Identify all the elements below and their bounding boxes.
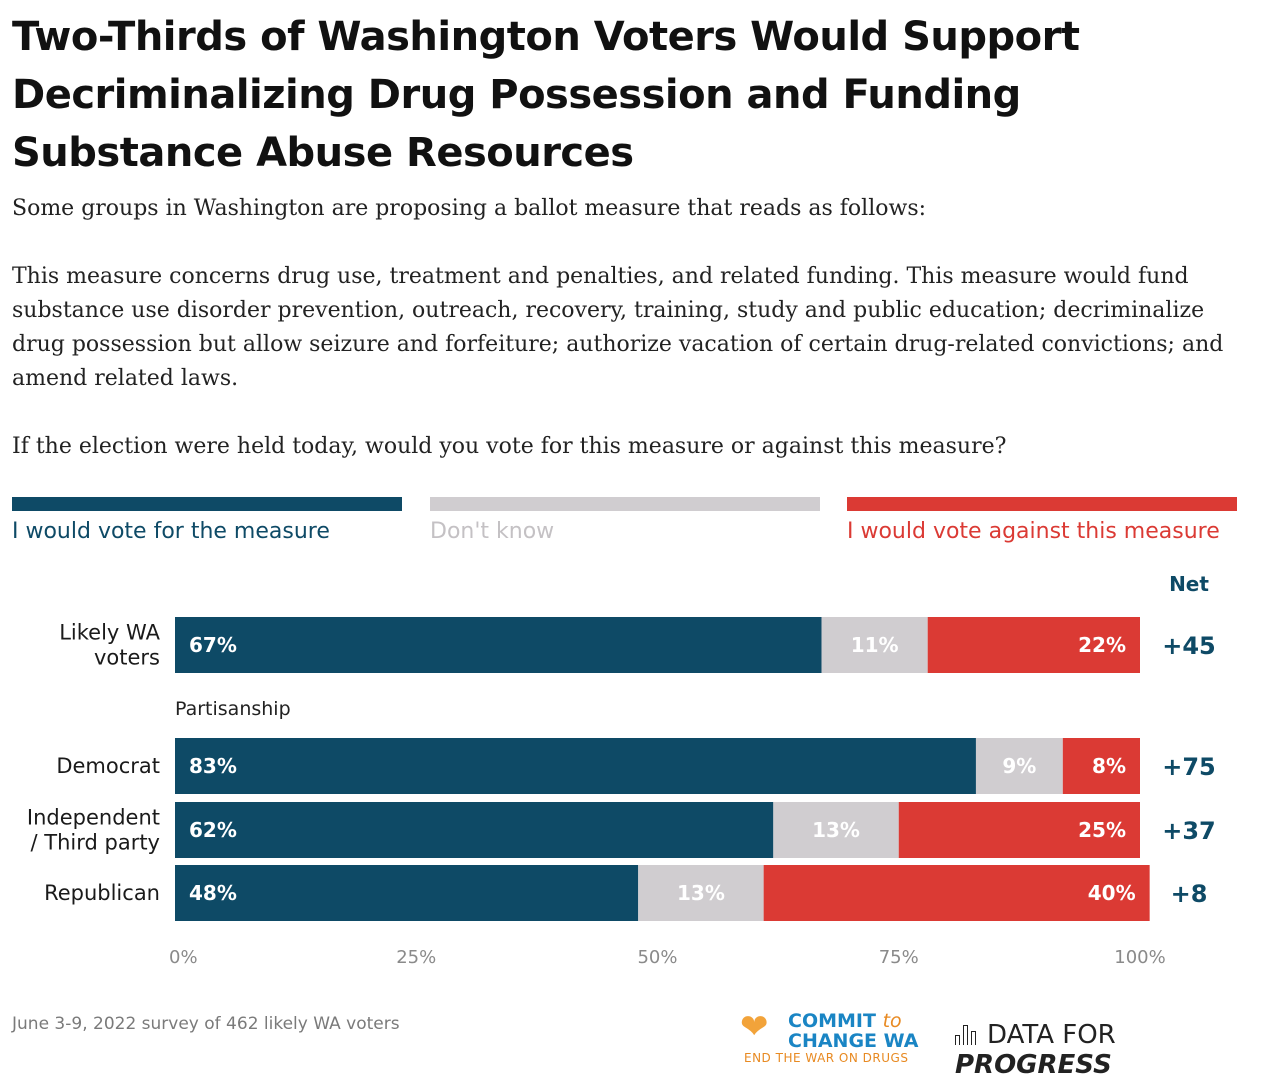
bar-for-row-3 xyxy=(175,865,639,921)
legend-swatch-against xyxy=(847,497,1237,511)
subtitle-question: If the election were held today, would y… xyxy=(12,434,1007,459)
data-label-for-row-1: 83% xyxy=(189,754,237,778)
legend-item-for: I would vote for the measure xyxy=(12,497,402,544)
net-value-row-0: +45 xyxy=(1162,632,1216,660)
data-label-dont-know-row-3: 13% xyxy=(677,881,725,905)
bar-for-row-0 xyxy=(175,617,822,673)
section-label-partisanship: Partisanship xyxy=(175,698,291,720)
net-column-header: Net xyxy=(1169,572,1209,596)
data-label-against-row-1: 8% xyxy=(1092,754,1126,778)
subtitle-intro: Some groups in Washington are proposing … xyxy=(12,196,927,221)
legend-label-for: I would vote for the measure xyxy=(12,519,330,544)
bar-against-row-2 xyxy=(898,802,1140,858)
legend-swatch-dont-know xyxy=(430,497,820,511)
data-label-for-row-0: 67% xyxy=(189,633,237,657)
data-label-dont-know-row-2: 13% xyxy=(812,818,860,842)
bar-against-row-0 xyxy=(927,617,1140,673)
net-value-row-1: +75 xyxy=(1162,753,1216,781)
row-label-1: Democrat xyxy=(56,754,160,778)
x-tick-label-1: 25% xyxy=(396,947,436,968)
legend-item-against: I would vote against this measure xyxy=(847,497,1237,544)
x-tick-label-3: 75% xyxy=(879,947,919,968)
data-label-against-row-3: 40% xyxy=(1088,881,1136,905)
bar-dont-know-row-1 xyxy=(975,738,1063,794)
legend-swatch-for xyxy=(12,497,402,511)
row-label-2: Independent / Third party xyxy=(27,806,160,855)
heart-hands-icon: ❤ xyxy=(740,1008,769,1046)
row-label-0: Likely WA voters xyxy=(59,621,160,670)
net-value-row-2: +37 xyxy=(1162,817,1216,845)
bar-dont-know-row-0 xyxy=(821,617,928,673)
row-label-3: Republican xyxy=(44,881,160,905)
data-for-progress-logo: DATA FOR PROGRESS xyxy=(955,1020,1263,1080)
chart-title: Two-Thirds of Washington Voters Would Su… xyxy=(12,14,1080,176)
data-label-dont-know-row-0: 11% xyxy=(851,633,899,657)
logo-commit-text: COMMIT to xyxy=(788,1010,902,1032)
x-tick-label-4: 100% xyxy=(1114,947,1165,968)
subtitle-measure-text: This measure concerns drug use, treatmen… xyxy=(12,264,1224,391)
x-tick-label-2: 50% xyxy=(637,947,677,968)
data-label-against-row-0: 22% xyxy=(1078,633,1126,657)
bar-for-row-1 xyxy=(175,738,976,794)
data-label-for-row-2: 62% xyxy=(189,818,237,842)
bar-dont-know-row-2 xyxy=(773,802,899,858)
logo-tagline: END THE WAR ON DRUGS xyxy=(744,1051,909,1065)
source-note: June 3-9, 2022 survey of 462 likely WA v… xyxy=(12,1014,400,1034)
data-label-against-row-2: 25% xyxy=(1078,818,1126,842)
data-label-dont-know-row-1: 9% xyxy=(1002,754,1036,778)
logo-dfp-prefix: DATA FOR xyxy=(987,1020,1116,1050)
bar-against-row-3 xyxy=(763,865,1150,921)
x-tick-label-0: 0% xyxy=(169,947,198,968)
net-value-row-3: +8 xyxy=(1171,880,1208,908)
data-label-for-row-3: 48% xyxy=(189,881,237,905)
legend-label-against: I would vote against this measure xyxy=(847,519,1220,544)
logo-change-wa-text: CHANGE WA xyxy=(788,1030,919,1052)
chart-legend: I would vote for the measure Don't know … xyxy=(12,497,1238,557)
logo-dfp-strong: PROGRESS xyxy=(955,1050,1112,1080)
bar-against-row-1 xyxy=(1062,738,1140,794)
bar-for-row-2 xyxy=(175,802,774,858)
legend-item-dont-know: Don't know xyxy=(430,497,820,544)
commit-to-change-wa-logo: ❤ COMMIT to CHANGE WA END THE WAR ON DRU… xyxy=(740,1008,940,1068)
legend-label-dont-know: Don't know xyxy=(430,519,555,544)
bar-dont-know-row-3 xyxy=(638,865,764,921)
chart-subtitle: Some groups in Washington are proposing … xyxy=(12,192,1247,498)
bar-chart-icon xyxy=(955,1025,979,1045)
